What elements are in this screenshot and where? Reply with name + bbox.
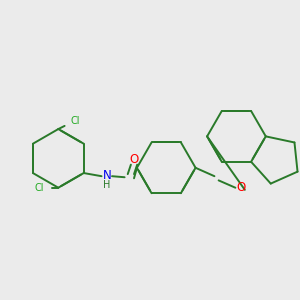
Text: Cl: Cl xyxy=(71,116,80,126)
Text: H: H xyxy=(103,180,110,190)
Text: O: O xyxy=(129,153,139,166)
Text: O: O xyxy=(236,181,245,194)
Text: N: N xyxy=(102,169,111,182)
Text: Cl: Cl xyxy=(34,183,44,193)
